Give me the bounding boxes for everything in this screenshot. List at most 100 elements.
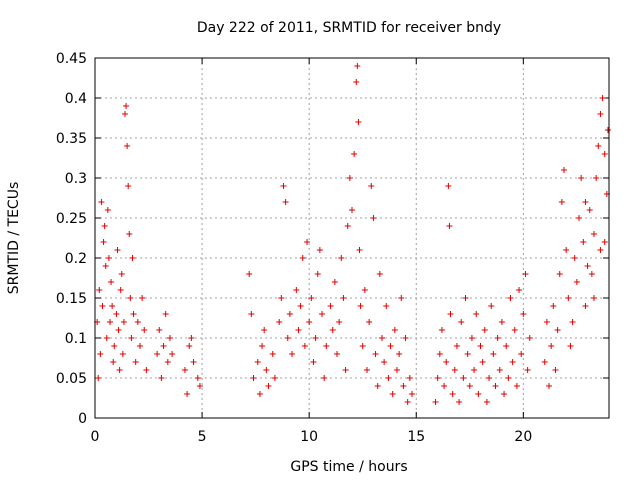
data-point [353, 79, 360, 85]
data-point [196, 383, 203, 389]
data-point [591, 231, 598, 237]
data-point [126, 231, 133, 237]
y-tick-label: 0.45 [56, 51, 87, 67]
data-point [601, 239, 608, 245]
data-point [156, 327, 163, 333]
data-point [289, 351, 296, 357]
data-point [481, 327, 488, 333]
data-point [406, 375, 413, 381]
data-point [98, 199, 105, 205]
data-point [458, 319, 465, 325]
data-point [586, 207, 593, 213]
data-point [451, 367, 458, 373]
data-point [102, 263, 109, 269]
data-point [398, 295, 405, 301]
data-point [254, 359, 261, 365]
data-point [355, 119, 362, 125]
data-point [310, 359, 317, 365]
data-point [132, 359, 139, 365]
data-point [436, 351, 443, 357]
data-point [372, 351, 379, 357]
data-point [340, 295, 347, 301]
y-tick-label: 0.15 [56, 291, 87, 307]
data-point [357, 303, 364, 309]
data-point [190, 359, 197, 365]
data-point [246, 271, 253, 277]
data-point [306, 319, 313, 325]
y-tick-label: 0.4 [65, 91, 87, 107]
data-point [127, 295, 134, 301]
data-point [349, 207, 355, 213]
data-point [563, 247, 570, 253]
data-point [136, 343, 143, 349]
data-point [166, 335, 173, 341]
y-tick-label: 0.25 [56, 211, 87, 227]
data-point [106, 319, 113, 325]
data-point [154, 351, 161, 357]
data-point [96, 287, 103, 293]
data-point [576, 215, 583, 221]
data-point [488, 303, 495, 309]
data-point [119, 351, 126, 357]
data-point [597, 111, 604, 117]
data-point [271, 375, 278, 381]
data-point [354, 63, 361, 69]
x-tick-label: 20 [514, 429, 532, 445]
data-point [522, 271, 529, 277]
data-point [356, 247, 363, 253]
data-point [524, 367, 531, 373]
data-point [383, 303, 390, 309]
data-point [265, 383, 272, 389]
data-point [554, 327, 561, 333]
data-point [445, 183, 452, 189]
data-point [591, 295, 598, 301]
data-point [194, 375, 201, 381]
data-point [100, 239, 107, 245]
data-point [578, 175, 585, 181]
y-tick-label: 0 [78, 411, 87, 427]
data-point [282, 199, 289, 205]
data-point [516, 287, 523, 293]
data-point [582, 303, 589, 309]
x-tick-label: 0 [91, 429, 100, 445]
x-tick-label: 5 [198, 429, 207, 445]
data-point [601, 151, 608, 157]
data-point [446, 223, 453, 229]
data-point [118, 271, 125, 277]
data-point [588, 271, 595, 277]
data-point [169, 351, 176, 357]
data-point [120, 319, 127, 325]
data-point [498, 319, 505, 325]
data-point [158, 375, 165, 381]
data-point [286, 311, 293, 317]
data-point [327, 303, 334, 309]
data-point [263, 367, 270, 373]
data-point [117, 287, 124, 293]
data-point [404, 399, 411, 405]
data-point [104, 207, 111, 213]
data-point [374, 383, 381, 389]
data-point [143, 367, 150, 373]
data-point [518, 351, 525, 357]
data-point [475, 391, 482, 397]
data-point [256, 391, 263, 397]
y-tick-label: 0.2 [65, 251, 87, 267]
data-point [363, 367, 370, 373]
data-point [308, 295, 315, 301]
x-tick-label: 15 [407, 429, 425, 445]
data-point [259, 343, 266, 349]
data-point [110, 359, 117, 365]
data-point [361, 287, 368, 293]
data-point [113, 311, 120, 317]
data-point [582, 199, 589, 205]
data-point [319, 311, 326, 317]
data-point [483, 399, 490, 405]
data-point [336, 319, 343, 325]
data-point [321, 375, 328, 381]
data-point [105, 255, 112, 261]
data-points [94, 63, 611, 405]
y-tick-label: 0.05 [56, 371, 87, 387]
data-point [441, 383, 448, 389]
data-point [184, 391, 191, 397]
